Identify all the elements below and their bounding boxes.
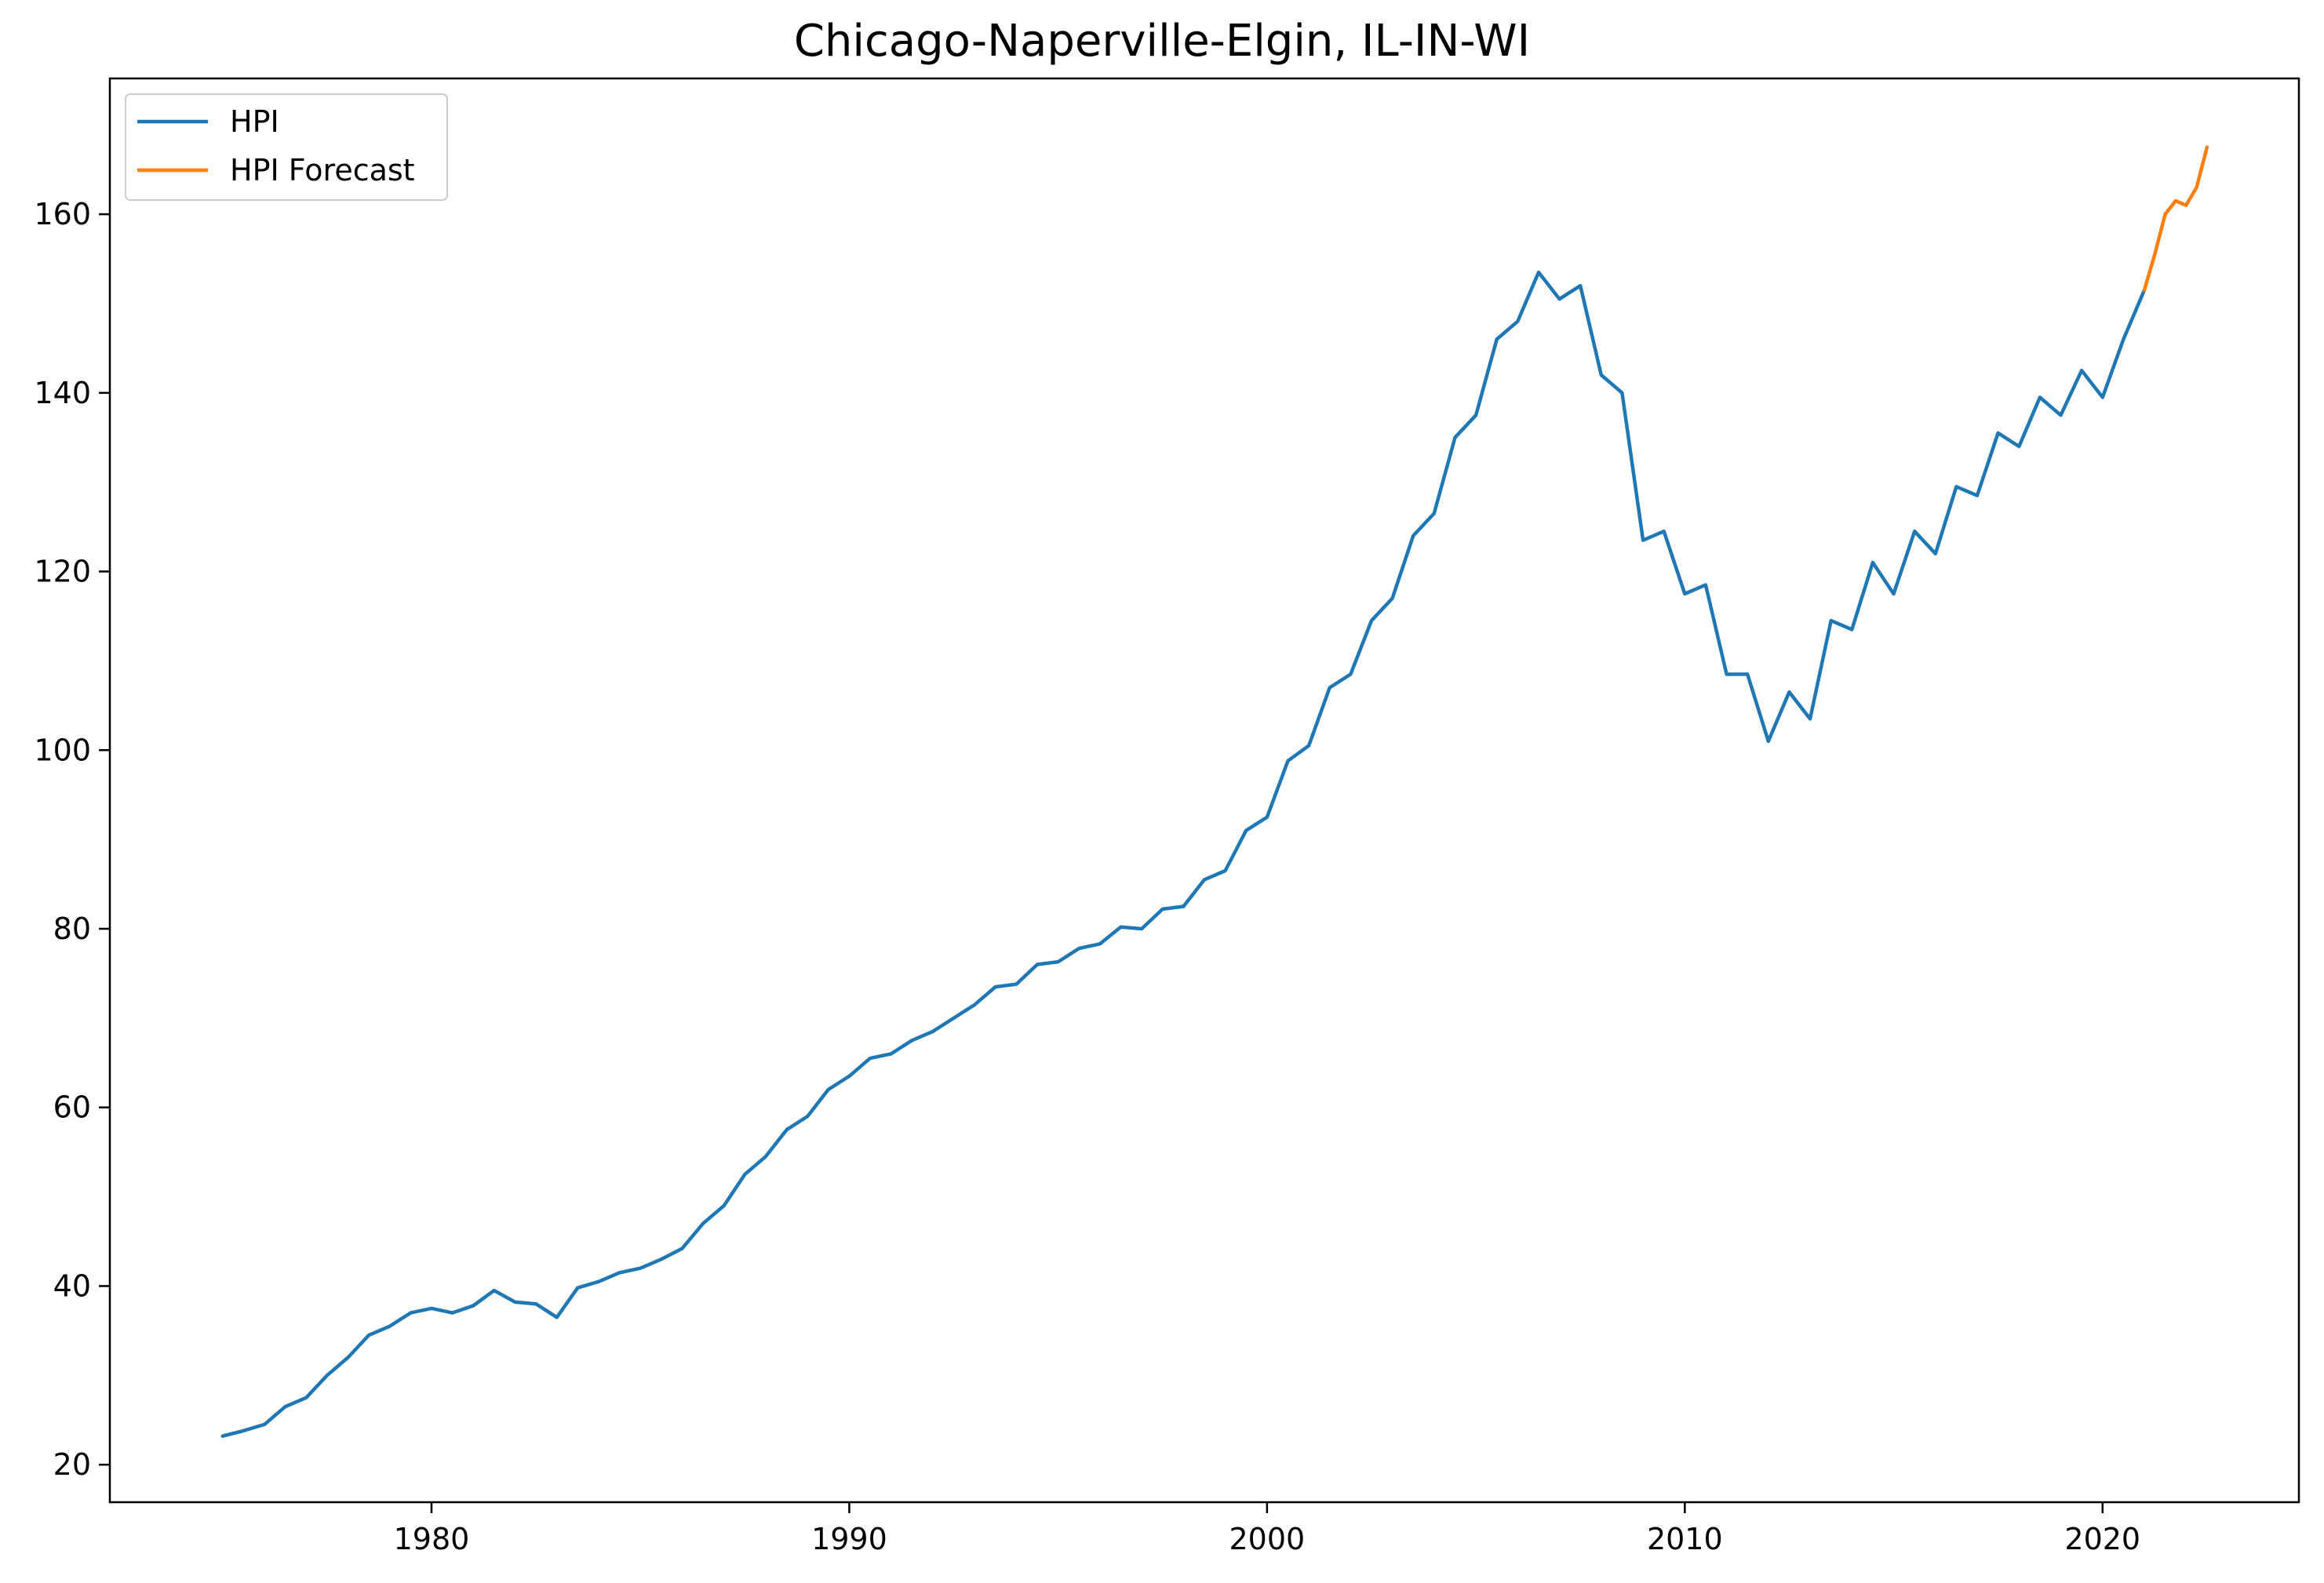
legend-label-hpi: HPI xyxy=(230,104,279,139)
x-tick-label-2010: 2010 xyxy=(1647,1522,1723,1556)
x-tick-label-2000: 2000 xyxy=(1229,1522,1306,1556)
legend-label-hpi-forecast: HPI Forecast xyxy=(230,153,415,187)
x-tick-label-1980: 1980 xyxy=(394,1522,470,1556)
series-layer xyxy=(220,145,2209,1438)
y-tick-label-140: 140 xyxy=(34,376,91,410)
y-tick-label-120: 120 xyxy=(34,555,91,589)
y-tick-label-60: 60 xyxy=(53,1090,91,1125)
y-tick-label-160: 160 xyxy=(34,197,91,231)
legend: HPI HPI Forecast xyxy=(125,93,448,201)
chart-title: Chicago-Naperville-Elgin, IL-IN-WI xyxy=(793,16,1531,67)
x-tick-label-1990: 1990 xyxy=(811,1522,887,1556)
series-line-hpi-forecast xyxy=(2142,145,2209,293)
x-tick-label-2020: 2020 xyxy=(2064,1522,2140,1556)
series-line-hpi xyxy=(220,270,2147,1438)
plot-frame xyxy=(108,77,2300,1504)
y-tick-label-80: 80 xyxy=(53,912,91,946)
y-tick-label-20: 20 xyxy=(53,1447,91,1482)
y-tick-label-100: 100 xyxy=(34,733,91,767)
y-tick-label-40: 40 xyxy=(53,1268,91,1303)
plot-background xyxy=(110,78,2299,1502)
